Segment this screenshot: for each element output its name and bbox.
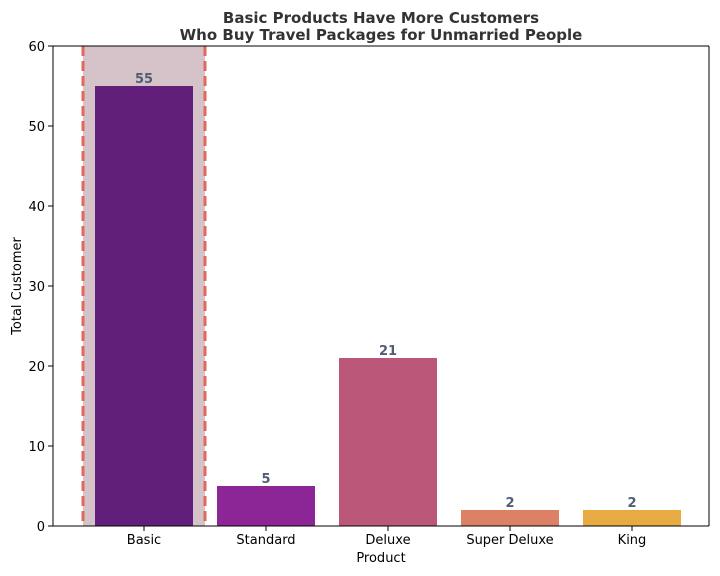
x-tick-label-super-deluxe: Super Deluxe: [466, 533, 553, 548]
bar-standard: [217, 486, 315, 526]
y-tick-label-50: 50: [28, 120, 45, 135]
x-tick-label-standard: Standard: [236, 533, 295, 548]
bar-basic: [95, 86, 193, 526]
data-label-standard: 5: [261, 472, 270, 487]
chart-title-line-1: Basic Products Have More Customers: [223, 9, 539, 27]
bar-king: [583, 510, 681, 526]
bars: [95, 86, 681, 526]
x-tick-label-king: King: [618, 533, 647, 548]
x-tick-label-basic: Basic: [127, 533, 161, 548]
data-label-super-deluxe: 2: [505, 496, 514, 511]
data-label-basic: 55: [135, 72, 153, 87]
y-axis-label: Total Customer: [10, 237, 25, 336]
data-label-king: 2: [627, 496, 636, 511]
x-axis-label: Product: [356, 551, 405, 566]
bar-super-deluxe: [461, 510, 559, 526]
y-tick-label-60: 60: [28, 40, 45, 55]
chart-title: Basic Products Have More Customers Who B…: [180, 9, 583, 44]
y-tick-label-20: 20: [28, 360, 45, 375]
chart-title-line-2: Who Buy Travel Packages for Unmarried Pe…: [180, 26, 583, 44]
y-tick-label-30: 30: [28, 280, 45, 295]
y-tick-label-10: 10: [28, 440, 45, 455]
data-label-deluxe: 21: [379, 344, 397, 359]
x-tick-label-deluxe: Deluxe: [365, 533, 410, 548]
axes: 0 10 20 30 40 50 60 Basic Standard Deluxe Super De…: [28, 40, 710, 548]
y-tick-label-0: 0: [37, 520, 45, 535]
y-tick-label-40: 40: [28, 200, 45, 215]
bar-deluxe: [339, 358, 437, 526]
